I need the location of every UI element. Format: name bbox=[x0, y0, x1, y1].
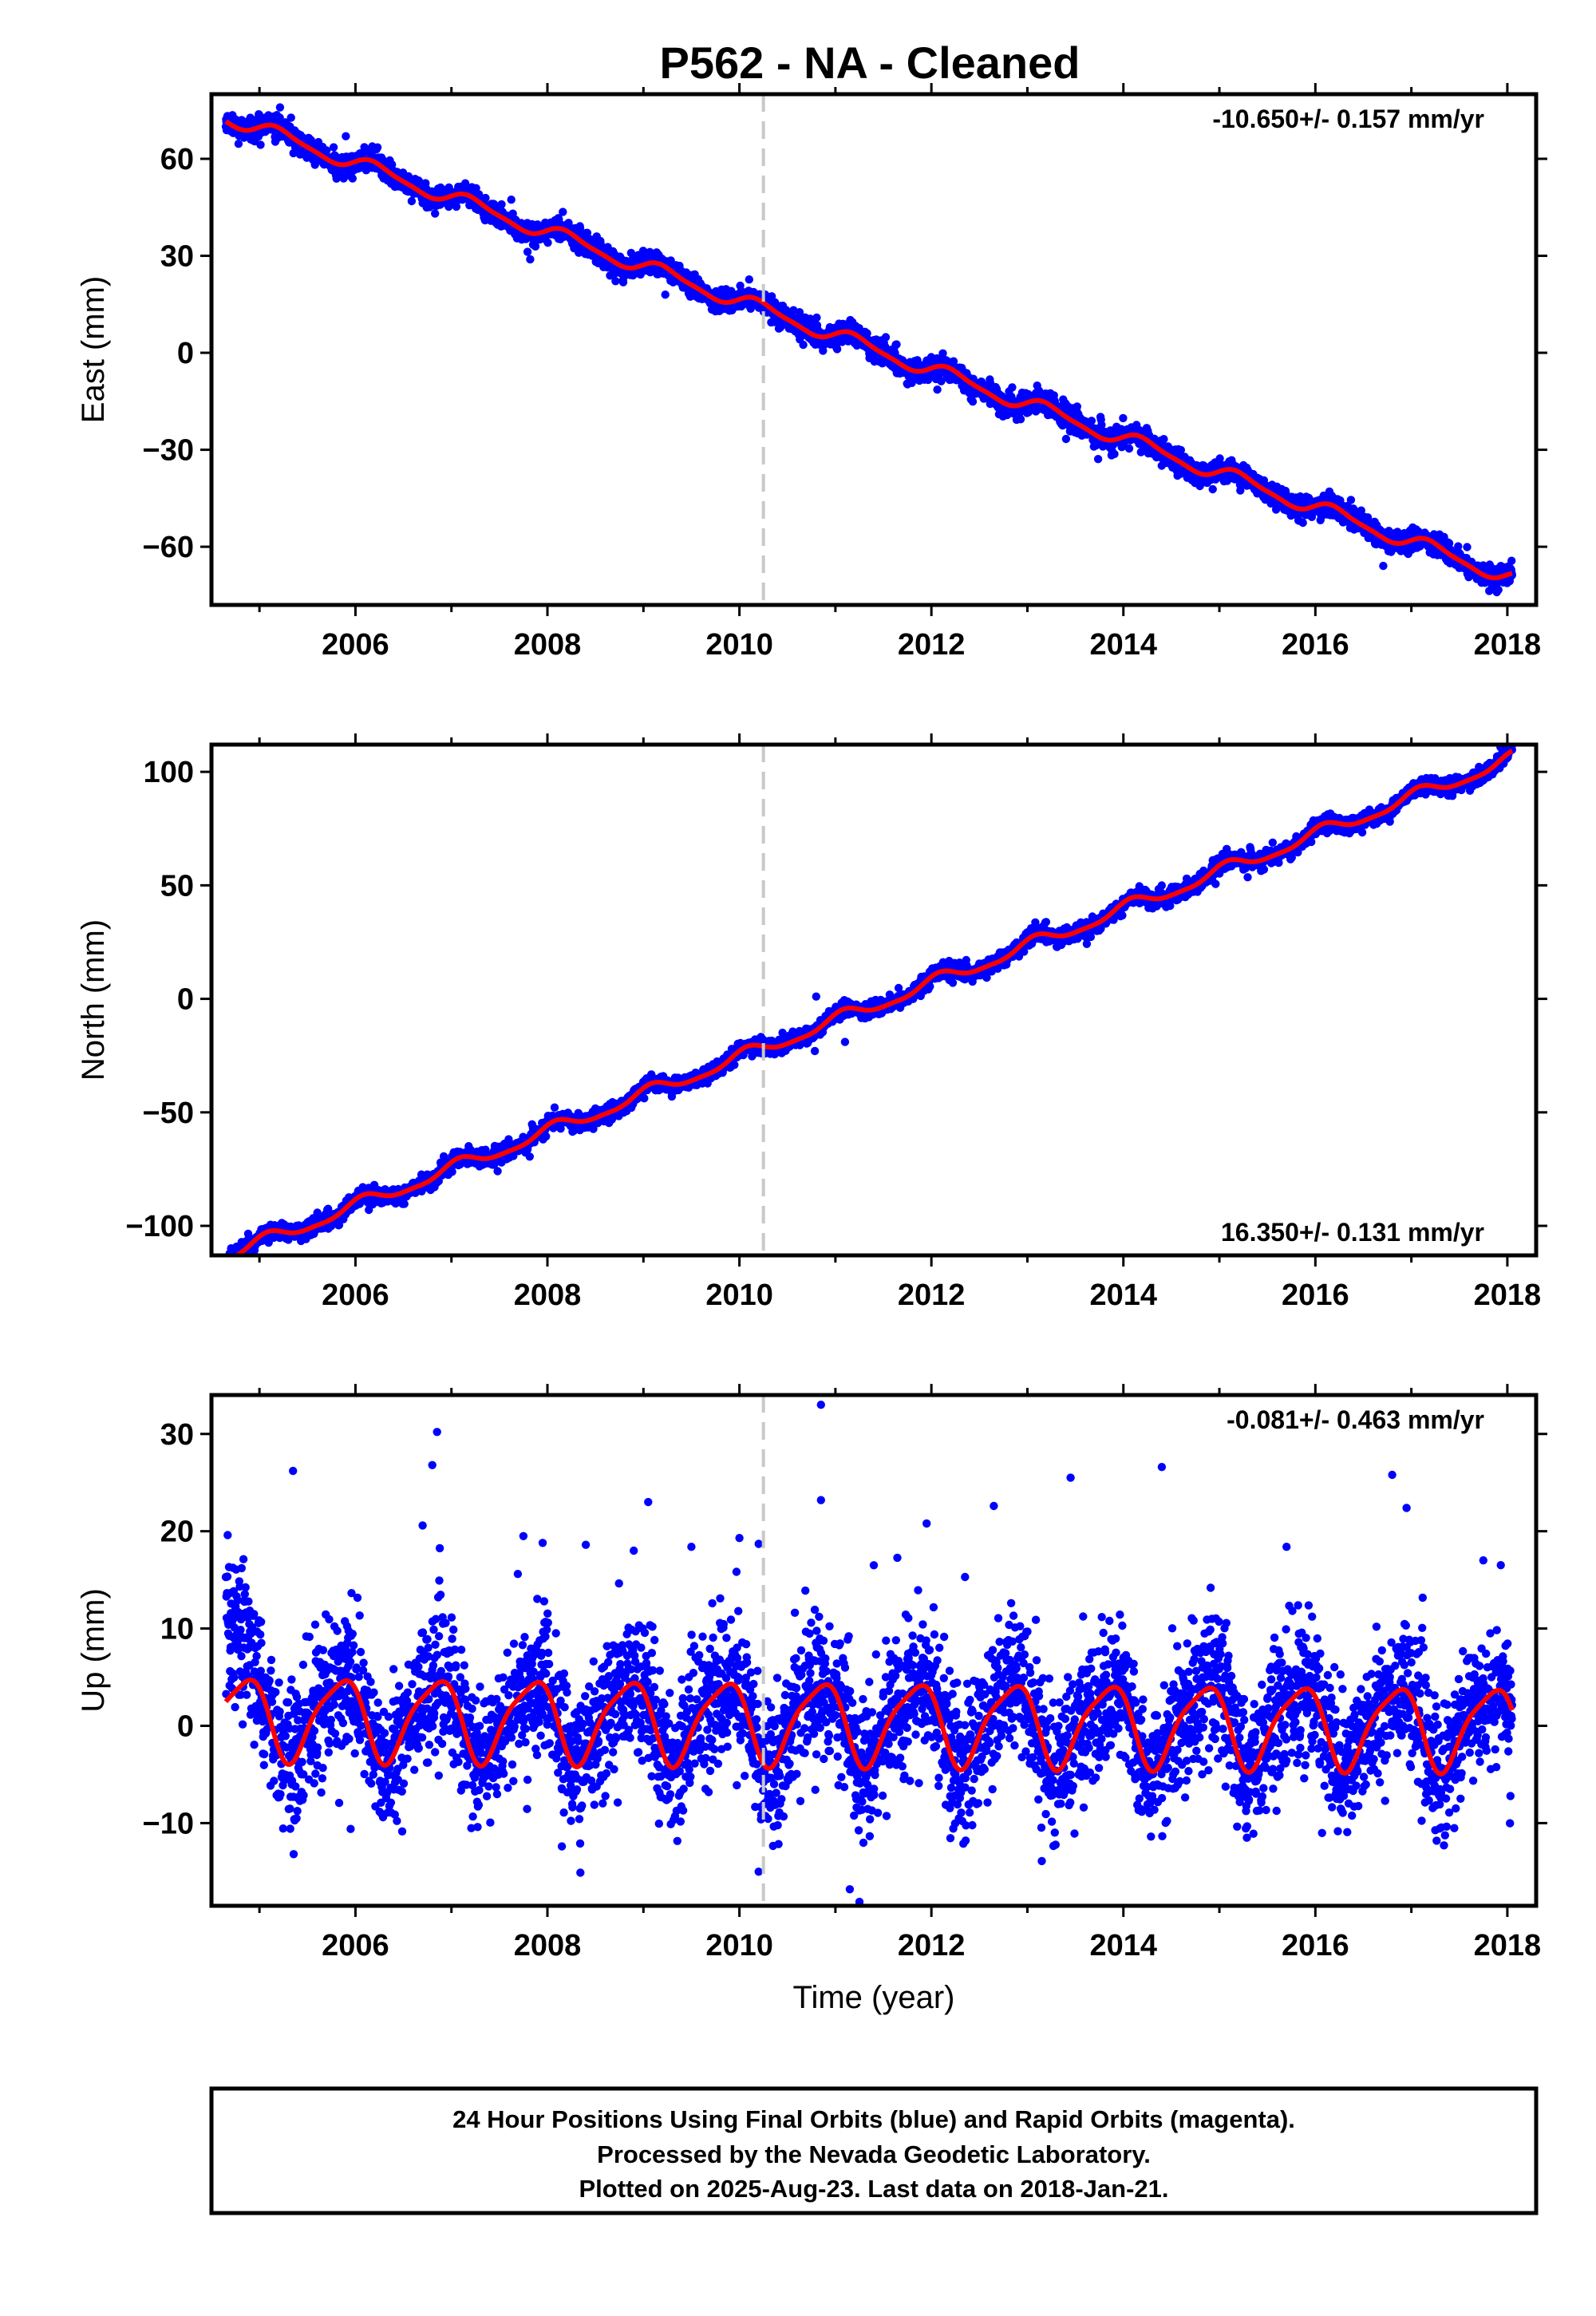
east-data-point bbox=[1346, 496, 1356, 504]
east-x-tick-label: 2012 bbox=[898, 628, 966, 662]
east-rate-label: -10.650+/- 0.157 mm/yr bbox=[1212, 105, 1484, 133]
east-data-point bbox=[507, 196, 516, 204]
east-data-point bbox=[339, 174, 348, 183]
east-data-point bbox=[1124, 444, 1134, 453]
north-data-point bbox=[223, 1259, 231, 1267]
east-data-point bbox=[348, 174, 357, 183]
east-data-point bbox=[523, 247, 532, 256]
east-data-point bbox=[431, 209, 440, 218]
east-data-point bbox=[812, 313, 821, 322]
east-data-point bbox=[1494, 585, 1503, 595]
north-data-point bbox=[223, 1262, 231, 1270]
east-data-point bbox=[256, 140, 265, 149]
north-data-point bbox=[222, 1260, 230, 1268]
east-data-point bbox=[275, 113, 284, 122]
east-data-point bbox=[415, 177, 424, 186]
east-data-point bbox=[1061, 434, 1071, 444]
east-data-point bbox=[881, 333, 891, 342]
north-data-point bbox=[224, 1259, 232, 1267]
east-x-tick-label: 2006 bbox=[322, 628, 389, 662]
east-y-tick-label: 0 bbox=[177, 337, 194, 370]
east-data-point bbox=[1463, 543, 1472, 551]
east-x-tick-label: 2016 bbox=[1282, 628, 1349, 662]
east-data-point bbox=[322, 146, 331, 155]
east-data-point bbox=[933, 385, 942, 394]
east-data-point bbox=[452, 202, 461, 211]
east-data-point bbox=[329, 143, 338, 152]
east-data-point bbox=[407, 196, 417, 206]
east-data-point bbox=[526, 255, 535, 264]
east-data-point bbox=[799, 340, 808, 350]
east-data-point bbox=[1507, 556, 1516, 565]
north-data-point bbox=[223, 1258, 231, 1266]
east-data-point bbox=[481, 193, 490, 203]
north-data-point bbox=[227, 1263, 235, 1271]
east-outlier-point bbox=[342, 132, 350, 140]
east-y-axis-label: East (mm) bbox=[76, 276, 111, 423]
east-data-points bbox=[221, 103, 1517, 597]
east-data-point bbox=[234, 140, 243, 148]
east-data-point bbox=[1016, 415, 1025, 424]
east-data-point bbox=[1208, 484, 1217, 494]
east-data-point bbox=[745, 275, 753, 284]
east-data-point bbox=[832, 345, 842, 354]
east-data-point bbox=[1087, 417, 1096, 425]
east-data-point bbox=[1110, 449, 1119, 459]
north-data-point bbox=[223, 1256, 231, 1264]
east-data-point bbox=[611, 277, 620, 286]
east-data-point bbox=[286, 113, 295, 122]
north-data-point bbox=[228, 1258, 236, 1266]
east-x-tick-label: 2014 bbox=[1089, 628, 1157, 662]
east-data-point bbox=[1119, 413, 1128, 423]
east-data-point bbox=[497, 200, 506, 209]
north-panel: 2006 2008 2010 2012 2014 2016 2018−100−5005010… bbox=[76, 733, 1547, 1312]
east-data-point bbox=[1159, 435, 1168, 444]
east-data-point bbox=[661, 290, 670, 299]
east-y-tick-label: −60 bbox=[143, 531, 194, 564]
north-data-point bbox=[223, 1256, 231, 1264]
east-panel: 2006 2008 2010 2012 2014 2016 2018 −60 −30 0 30 60 E… bbox=[76, 83, 1547, 662]
east-data-point bbox=[275, 103, 285, 112]
north-data-point bbox=[226, 1261, 234, 1269]
east-data-point bbox=[968, 397, 978, 406]
east-y-tick-label: 60 bbox=[160, 143, 194, 176]
north-data-point bbox=[225, 1259, 233, 1267]
east-data-point bbox=[543, 238, 552, 247]
east-data-point bbox=[1379, 561, 1388, 571]
east-data-point bbox=[1008, 383, 1017, 392]
east-data-point bbox=[1093, 455, 1103, 464]
east-data-point bbox=[626, 248, 636, 258]
east-y-tick-label: 30 bbox=[160, 240, 194, 274]
north-data-point bbox=[231, 1263, 239, 1271]
figure-title: P562 - NA - Cleaned bbox=[660, 38, 1080, 88]
east-data-point bbox=[559, 207, 567, 216]
east-data-point bbox=[404, 172, 413, 181]
east-data-point bbox=[332, 174, 341, 183]
east-data-point bbox=[373, 143, 382, 152]
east-data-point bbox=[460, 179, 470, 188]
east-data-point bbox=[892, 340, 901, 349]
east-x-tick-label: 2018 bbox=[1474, 628, 1542, 662]
east-x-tick-label: 2010 bbox=[705, 628, 773, 662]
east-x-tick-label: 2008 bbox=[514, 628, 582, 662]
east-data-point bbox=[531, 242, 540, 251]
north-data-points bbox=[222, 745, 1517, 1271]
east-data-point bbox=[1298, 518, 1307, 528]
east-y-tick-label: −30 bbox=[143, 434, 194, 468]
east-data-point bbox=[1073, 402, 1082, 411]
north-data-point bbox=[227, 1257, 235, 1265]
